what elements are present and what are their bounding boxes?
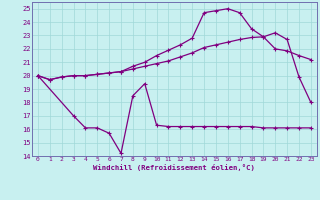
X-axis label: Windchill (Refroidissement éolien,°C): Windchill (Refroidissement éolien,°C): [93, 164, 255, 171]
